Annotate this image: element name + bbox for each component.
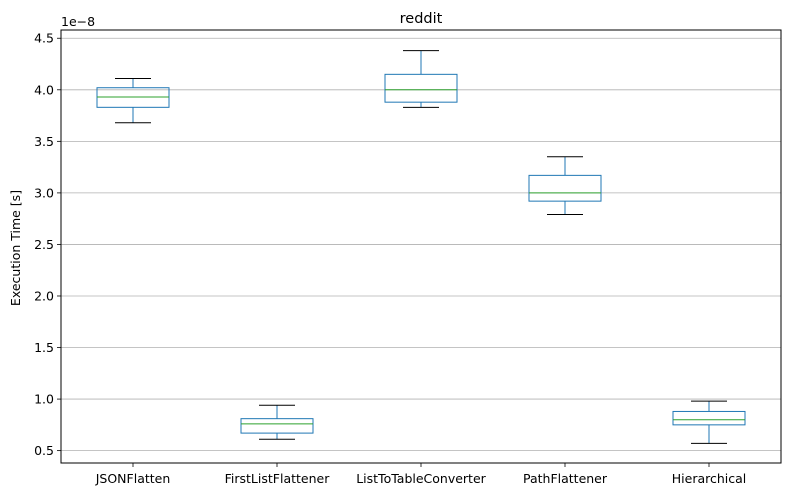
y-tick-label: 4.5 xyxy=(34,31,54,46)
x-tick-label: ListToTableConverter xyxy=(356,471,486,486)
y-tick-label: 2.5 xyxy=(34,237,54,252)
boxes xyxy=(96,50,746,444)
box xyxy=(96,87,170,108)
y-tick-label: 4.0 xyxy=(34,82,54,97)
y-tick-label: 2.0 xyxy=(34,288,54,303)
box-group xyxy=(528,156,602,216)
box xyxy=(672,410,746,426)
box-group xyxy=(384,50,458,108)
y-tick-label: 3.0 xyxy=(34,185,54,200)
y-axis-offset-label: 1e−8 xyxy=(61,14,95,29)
box xyxy=(384,73,458,103)
y-tick-label: 1.0 xyxy=(34,392,54,407)
grid-lines xyxy=(61,37,781,452)
y-axis-label: Execution Time [s] xyxy=(8,190,23,306)
x-tick-label: FirstListFlattener xyxy=(225,471,331,486)
y-tick-label: 0.5 xyxy=(34,443,54,458)
x-tick-label: Hierarchical xyxy=(672,471,747,486)
box-group xyxy=(96,77,170,124)
y-tick-label: 3.5 xyxy=(34,134,54,149)
x-tick-label: PathFlattener xyxy=(523,471,608,486)
box-group xyxy=(672,400,746,444)
x-axis: JSONFlatten FirstListFlattener ListToTable… xyxy=(95,463,747,486)
y-axis: 0.5 1.0 1.5 2.0 2.5 3.0 3.5 4.0 4.5 xyxy=(34,31,61,458)
x-tick-label: JSONFlatten xyxy=(95,471,171,486)
box-group xyxy=(240,404,314,440)
chart-title: reddit xyxy=(400,11,443,27)
box xyxy=(240,418,314,434)
box xyxy=(528,174,602,202)
y-tick-label: 1.5 xyxy=(34,340,54,355)
